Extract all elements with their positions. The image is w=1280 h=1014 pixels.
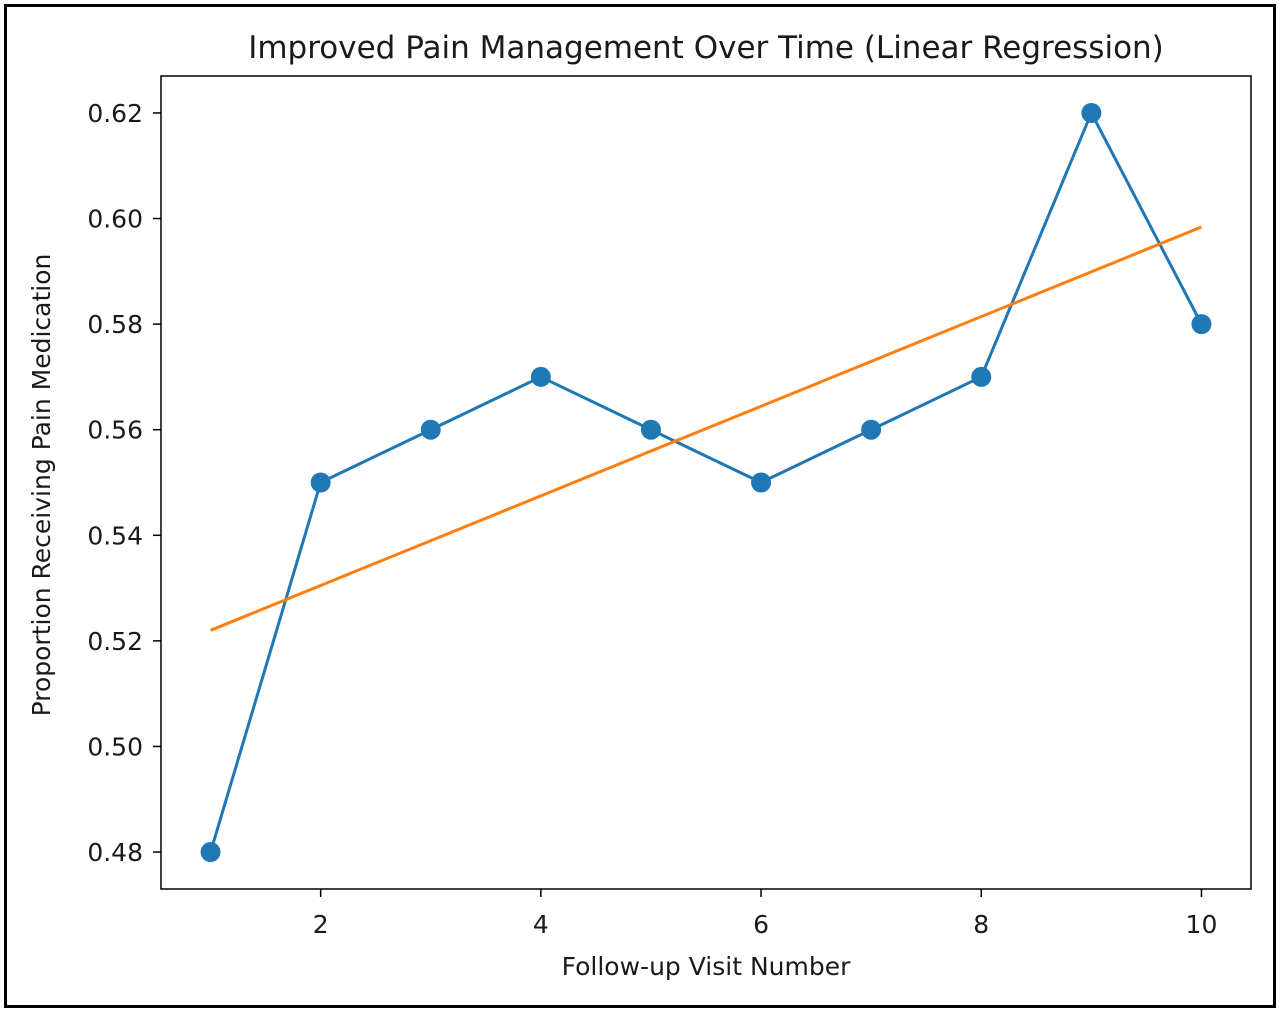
data-point-marker [310,472,331,493]
data-point-marker [640,419,661,440]
data-point-marker [751,472,772,493]
x-axis-title: Follow-up Visit Number [562,952,851,981]
series-layer [200,102,1212,863]
data-point-marker [1081,102,1102,123]
regression-line [209,225,1203,632]
y-tick-label: 0.50 [87,732,143,761]
x-tick-label: 10 [1186,910,1218,939]
y-tick-label: 0.48 [87,838,143,867]
y-tick-label: 0.54 [87,521,143,550]
figure-frame [4,4,1276,1008]
plot-area [160,75,1252,890]
y-axis-title: Proportion Receiving Pain Medication [27,254,56,717]
y-tick-label: 0.58 [87,310,143,339]
x-tick-label: 6 [753,910,769,939]
chart-title: Improved Pain Management Over Time (Line… [248,30,1164,66]
data-series-line [209,111,1203,853]
data-point-marker [971,366,992,387]
y-tick-label: 0.52 [87,627,143,656]
x-tick-label: 4 [533,910,549,939]
x-tick-label: 8 [973,910,989,939]
y-axis: 0.48 0.50 0.52 0.54 0.56 0.58 0.60 0.62 [87,99,161,867]
data-point-marker [861,419,882,440]
y-tick-label: 0.56 [87,416,143,445]
data-point-marker [530,366,551,387]
data-point-marker [420,419,441,440]
y-tick-label: 0.62 [87,99,143,128]
y-tick-label: 0.60 [87,205,143,234]
x-axis: 2 4 6 8 10 [313,889,1218,939]
data-point-marker [200,842,221,863]
x-tick-label: 2 [313,910,329,939]
data-point-marker [1191,314,1212,335]
